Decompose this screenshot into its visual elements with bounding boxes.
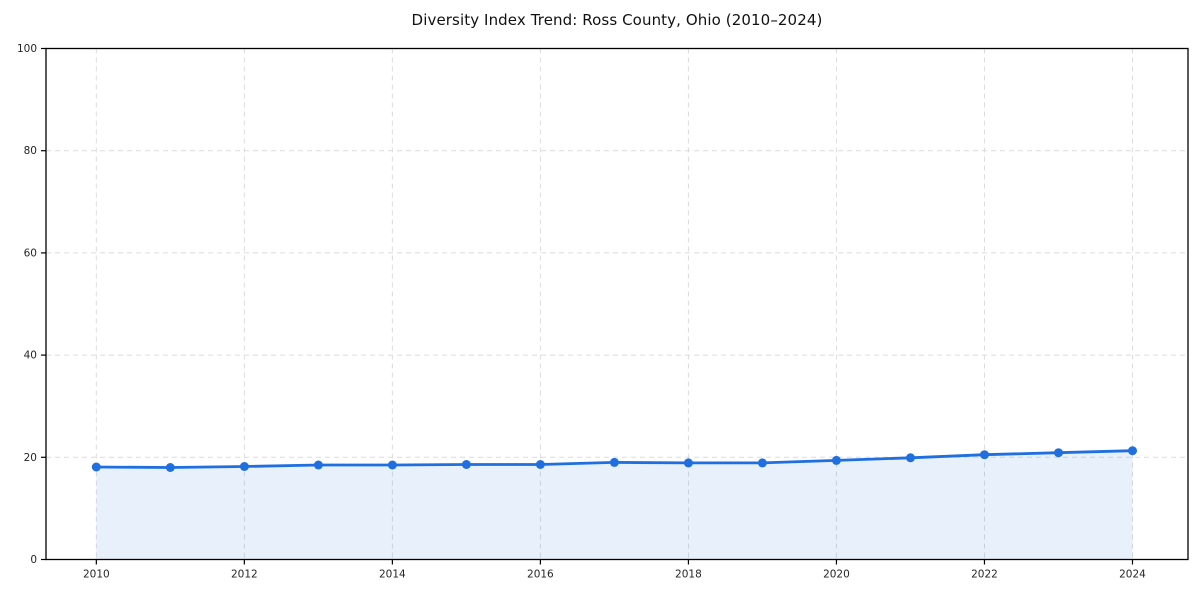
chart-title: Diversity Index Trend: Ross County, Ohio… — [411, 11, 823, 29]
data-point-2013 — [313, 460, 323, 470]
x-tick-label: 2012 — [231, 569, 258, 581]
x-tick-label: 2018 — [675, 569, 702, 581]
data-point-2011 — [165, 463, 175, 472]
data-point-2016 — [535, 460, 545, 469]
data-point-2023 — [1054, 448, 1063, 458]
data-point-2010 — [91, 462, 101, 472]
y-tick-label: 20 — [24, 452, 37, 464]
data-point-2020 — [831, 455, 841, 465]
plot-border — [45, 47, 1189, 561]
data-point-2019 — [757, 458, 767, 468]
x-tick-label: 2020 — [823, 569, 850, 581]
data-point-2024 — [1128, 446, 1137, 456]
x-tick-label: 2024 — [1119, 569, 1146, 581]
x-tick-label: 2010 — [83, 569, 110, 581]
data-point-2018 — [683, 458, 693, 468]
data-point-2017 — [609, 457, 619, 467]
y-tick-label: 80 — [24, 145, 37, 157]
y-tick-label: 60 — [24, 247, 37, 259]
data-point-2022 — [980, 450, 989, 460]
y-tick-label: 100 — [17, 43, 37, 55]
data-point-2014 — [387, 460, 397, 470]
y-tick-label: 0 — [30, 554, 37, 566]
data-point-2021 — [906, 453, 915, 463]
data-point-2015 — [461, 460, 471, 469]
area-fill — [96, 450, 1133, 560]
x-tick-label: 2014 — [379, 569, 406, 581]
data-point-2012 — [239, 462, 249, 471]
x-tick-label: 2016 — [527, 569, 554, 581]
y-tick-label: 40 — [24, 350, 37, 362]
x-tick-label: 2022 — [971, 569, 998, 581]
